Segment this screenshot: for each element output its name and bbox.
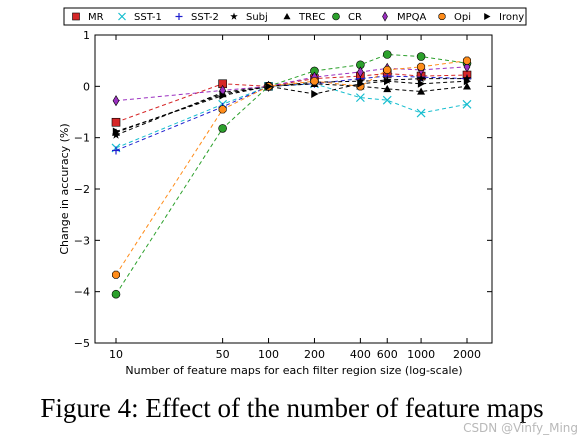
- legend-label: SST-1: [134, 12, 162, 23]
- x-tick-label: 100: [258, 348, 279, 361]
- x-tick-label: 2000: [453, 348, 481, 361]
- data-point-marker: [72, 12, 80, 21]
- data-point-marker: [462, 74, 472, 83]
- figure-caption: Figure 4: Effect of the number of featur…: [40, 393, 544, 423]
- series-line: [115, 66, 468, 102]
- data-point-marker: [311, 90, 319, 99]
- x-tick-label: 50: [216, 348, 230, 361]
- data-point-marker: [382, 50, 392, 59]
- series-line: [115, 75, 468, 151]
- data-point-marker: [283, 13, 291, 20]
- y-tick-label: 1: [83, 29, 90, 42]
- data-point-marker: [357, 79, 365, 88]
- data-point-marker: [218, 105, 227, 114]
- y-axis-label: Change in accuracy (%): [58, 123, 71, 254]
- data-point-marker: [417, 79, 426, 88]
- x-tick-label: 1000: [407, 348, 435, 361]
- data-point-marker: [111, 289, 121, 299]
- legend-label: MPQA: [397, 12, 427, 23]
- legend-box: [63, 7, 527, 26]
- series-line: [115, 80, 468, 132]
- data-point-marker: [265, 82, 273, 91]
- series-line: [115, 60, 468, 276]
- legend: MR SST-1 SST-2 Subj TREC CR MPQA Opi Irony: [63, 7, 527, 26]
- data-point-marker: [383, 84, 392, 93]
- series-line: [115, 83, 468, 149]
- legend-item-cr: CR: [332, 12, 362, 23]
- data-point-marker: [416, 108, 426, 118]
- data-point-marker: [355, 93, 365, 103]
- legend-item-subj: Subj: [230, 12, 268, 23]
- data-point-marker: [417, 87, 426, 95]
- data-point-marker: [118, 12, 126, 21]
- legend-label: TREC: [298, 12, 325, 23]
- data-point-marker: [382, 11, 388, 22]
- y-tick-label: −5: [74, 337, 90, 350]
- series-line: [115, 78, 467, 136]
- data-point-marker: [218, 124, 227, 133]
- series-line: [115, 83, 468, 134]
- legend-label: MR: [88, 12, 104, 23]
- y-tick-label: −2: [74, 183, 90, 196]
- legend-item-sst-1: SST-1: [118, 12, 162, 23]
- watermark: CSDN @Vinfy_Ming: [463, 421, 578, 435]
- data-point-marker: [416, 52, 426, 61]
- series-opi: [112, 56, 472, 279]
- data-point-marker: [111, 117, 121, 127]
- data-point-marker: [112, 146, 120, 155]
- data-point-marker: [230, 12, 238, 20]
- legend-item-mpqa: MPQA: [382, 11, 427, 23]
- data-point-marker: [356, 76, 365, 85]
- data-point-marker: [463, 77, 471, 86]
- legend-item-opi: Opi: [438, 12, 471, 23]
- x-tick-label: 600: [377, 348, 398, 361]
- data-point-marker: [382, 95, 392, 105]
- legend-label: CR: [348, 12, 362, 23]
- data-point-marker: [416, 74, 426, 83]
- legend-label: Subj: [246, 12, 268, 23]
- data-point-marker: [112, 127, 120, 136]
- series-line: [115, 54, 468, 295]
- data-point-marker: [112, 270, 120, 279]
- data-point-marker: [384, 77, 392, 86]
- data-point-marker: [219, 91, 227, 100]
- y-tick-label: −3: [74, 234, 90, 247]
- y-tick-label: 0: [83, 80, 90, 93]
- data-point-marker: [310, 77, 319, 86]
- y-tick-label: −4: [74, 286, 90, 299]
- chart: MR SST-1 SST-2 Subj TREC CR MPQA Opi Irony 10 50 1…: [58, 7, 527, 377]
- series-line: [115, 72, 468, 123]
- legend-item-irony: Irony: [484, 12, 524, 23]
- data-point-marker: [463, 82, 471, 90]
- x-tick-label: 10: [109, 348, 123, 361]
- legend-item-sst-2: SST-2: [175, 12, 219, 23]
- legend-label: Irony: [499, 12, 524, 23]
- data-point-marker: [383, 65, 392, 74]
- data-point-marker: [438, 12, 446, 21]
- data-point-marker: [417, 62, 426, 71]
- x-tick-label: 400: [350, 348, 371, 361]
- data-point-marker: [357, 66, 364, 78]
- legend-label: Opi: [454, 12, 471, 23]
- legend-item-mr: MR: [72, 12, 104, 23]
- data-point-marker: [484, 13, 491, 20]
- data-point-marker: [332, 12, 340, 21]
- series-irony: [112, 77, 471, 136]
- x-axis-label: Number of feature maps for each filter r…: [125, 364, 462, 377]
- data-point-marker: [462, 99, 472, 109]
- legend-item-trec: TREC: [283, 12, 325, 23]
- data-point-marker: [112, 95, 120, 107]
- x-tick-label: 200: [304, 348, 325, 361]
- legend-label: SST-2: [191, 12, 219, 23]
- y-tick-label: −1: [74, 132, 90, 145]
- plot-frame: [94, 34, 493, 344]
- data-point-marker: [175, 13, 183, 20]
- data-point-marker: [462, 56, 472, 65]
